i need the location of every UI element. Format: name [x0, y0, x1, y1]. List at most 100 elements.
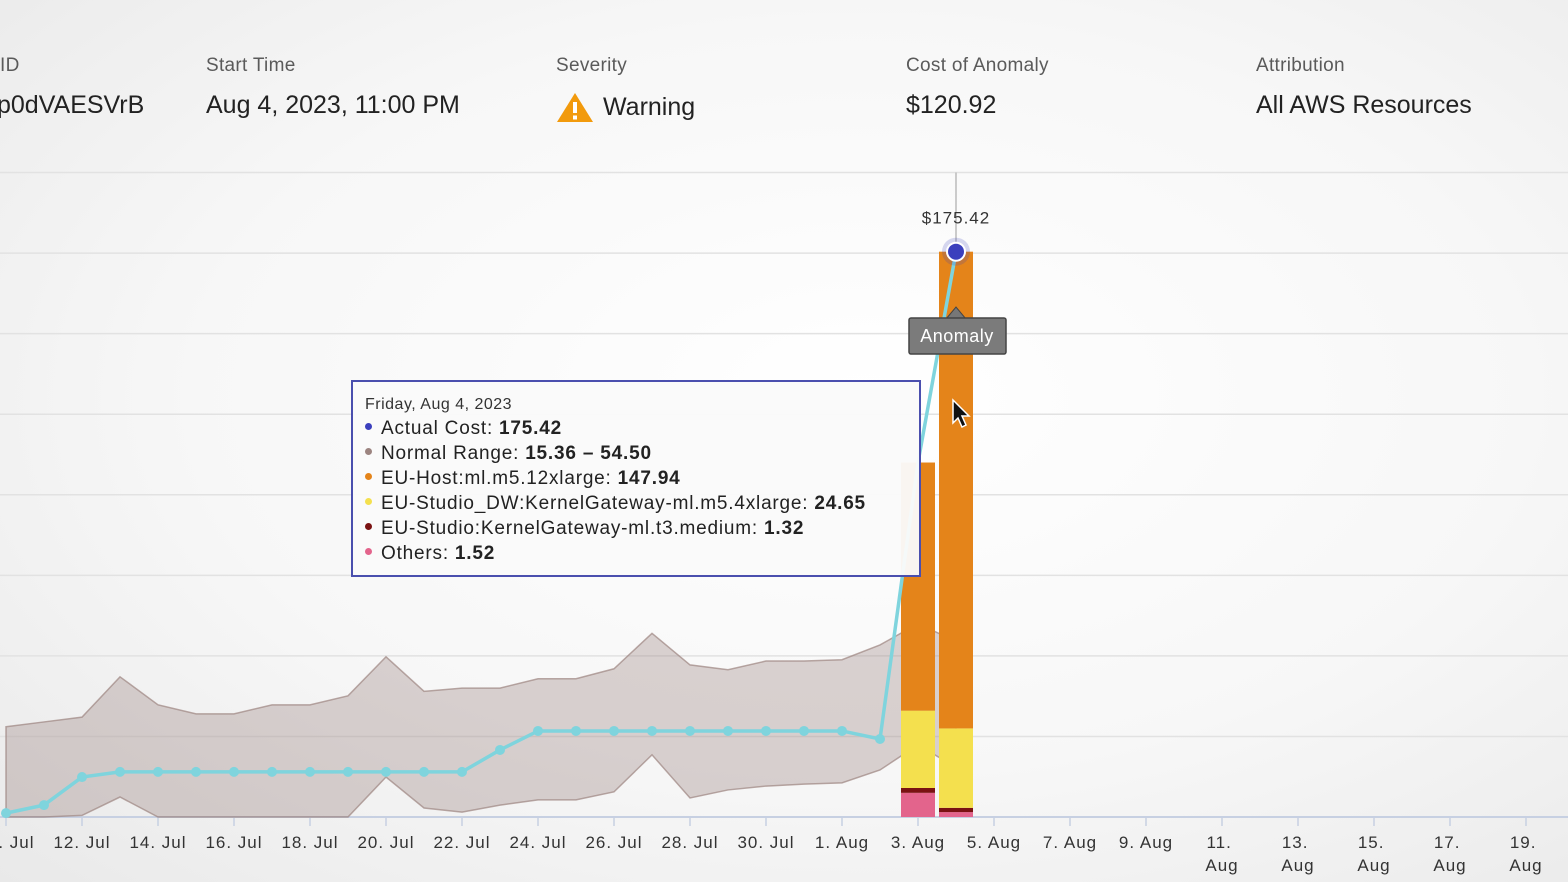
line-point — [381, 766, 391, 777]
tooltip-bullet — [365, 548, 372, 556]
line-point — [609, 725, 619, 736]
value-label: $175.42 — [922, 209, 990, 228]
field-value: All AWS Resources — [1256, 91, 1472, 119]
x-tick-label: 16. Jul — [205, 833, 262, 852]
header-field: Cost of Anomaly $120.92 — [906, 55, 1049, 120]
tooltip-row: EU-Host:ml.m5.12xlarge: 147.94 — [365, 468, 681, 490]
header-field: Start Time Aug 4, 2023, 11:00 PM — [206, 55, 460, 120]
tooltip-value: 24.65 — [814, 493, 866, 514]
tooltip-value: 1.52 — [454, 543, 496, 564]
field-value: Warning — [556, 91, 695, 123]
line-point — [647, 725, 657, 736]
tooltip-row: EU-Studio_DW:KernelGateway-ml.m5.4xlarge… — [365, 493, 866, 515]
line-point — [533, 725, 543, 736]
line-point — [343, 766, 353, 777]
line-point — [153, 766, 163, 777]
label-line: Aug — [1509, 856, 1542, 875]
tooltip-label: Actual Cost: — [381, 418, 494, 439]
line-point — [723, 725, 733, 736]
label-line: Aug — [1357, 856, 1390, 875]
field-value: p0dVAESVrB — [0, 91, 145, 119]
label-line: Aug — [1281, 856, 1314, 875]
x-tick-label: 20. Jul — [357, 833, 414, 852]
line-point — [837, 725, 847, 736]
x-tick-label: 15. Aug — [1357, 833, 1390, 875]
x-tick-label: 24. Jul — [509, 833, 566, 852]
line-point — [305, 766, 315, 777]
line-point — [1, 808, 11, 819]
tooltip-value: 175.42 — [499, 418, 562, 439]
stacked-bar-segment — [939, 728, 973, 808]
tooltip-bullet — [365, 523, 372, 531]
annotation-box — [908, 317, 1007, 355]
field-value: Aug 4, 2023, 11:00 PM — [206, 91, 460, 119]
label-line: 15. — [1358, 833, 1390, 852]
label-line: 13. — [1282, 833, 1314, 852]
line-point — [267, 766, 277, 777]
tooltip-bullet — [365, 473, 372, 481]
tooltip-value: 1.32 — [764, 518, 805, 539]
tooltip-title: Friday, Aug 4, 2023 — [365, 396, 513, 413]
tooltip-value: 15.36 – 54.50 — [525, 443, 652, 464]
x-tick-label: 11. Aug — [1205, 833, 1238, 875]
tooltip-bullet — [365, 448, 372, 456]
stacked-bar-segment — [901, 792, 935, 817]
x-tick-label: 9. Aug — [1119, 833, 1173, 852]
x-tick-label: 12. Jul — [53, 833, 110, 852]
tooltip-row: Normal Range: 15.36 – 54.50 — [365, 443, 652, 465]
line-point — [571, 725, 581, 736]
label-line: 11. — [1206, 833, 1237, 852]
tooltip-label: EU-Studio:KernelGateway-ml.t3.medium: — [381, 518, 759, 539]
tooltip-label: EU-Studio_DW:KernelGateway-ml.m5.4xlarge… — [381, 493, 809, 514]
actual-cost-line — [5, 251, 958, 815]
stacked-bar-segment — [901, 710, 935, 788]
line-point — [495, 744, 505, 755]
line-point — [191, 766, 201, 777]
line-point — [39, 800, 49, 811]
x-tick-label: 18. Jul — [281, 833, 338, 852]
warning-icon — [557, 93, 593, 122]
tooltip-row: Actual Cost: 175.42 — [365, 418, 562, 440]
stacked-bar-segment — [939, 812, 973, 817]
tooltip-value: 147.94 — [617, 468, 681, 489]
x-tick-label: 22. Jul — [433, 833, 490, 852]
stacked-bar-segment — [939, 807, 973, 813]
x-tick-label: 19. Aug — [1509, 833, 1542, 875]
x-tick-label: 7. Aug — [1043, 833, 1097, 852]
highlighted-point — [946, 241, 966, 262]
field-label: Attribution — [1256, 55, 1345, 76]
x-tick-label: 30. Jul — [737, 833, 794, 852]
tooltip-label: EU-Host:ml.m5.12xlarge: — [381, 468, 612, 489]
line-point — [115, 766, 125, 777]
x-tick-label: 26. Jul — [585, 833, 642, 852]
label-line: Aug — [1433, 856, 1466, 875]
field-label: Severity — [556, 55, 628, 76]
x-tick-label: 17. Aug — [1433, 833, 1466, 875]
tooltip-label: Others: — [381, 543, 449, 564]
line-point — [419, 766, 429, 777]
tooltip-label: Normal Range: — [381, 443, 520, 464]
line-point — [799, 725, 809, 736]
x-tick-label: 14. Jul — [129, 833, 186, 852]
line-point — [875, 734, 885, 745]
label-line: 19. — [1510, 833, 1542, 852]
tooltip-row: EU-Studio:KernelGateway-ml.t3.medium: 1.3… — [365, 518, 804, 540]
field-label: Start Time — [206, 55, 296, 76]
normal-range-band — [5, 622, 957, 818]
x-tick-label: 13. Aug — [1281, 833, 1314, 875]
tooltip-bullet — [365, 498, 372, 506]
header-field: ID p0dVAESVrB — [0, 55, 144, 120]
line-point — [685, 725, 695, 736]
x-tick-label: 3. Aug — [891, 833, 945, 852]
tooltip-row: Others: 1.52 — [365, 543, 495, 565]
x-tick-label: 10. Jul — [0, 833, 35, 852]
header-field: Severity Warning — [556, 55, 695, 123]
field-label: Cost of Anomaly — [906, 55, 1049, 76]
line-point — [761, 725, 771, 736]
label-line: 17. — [1434, 833, 1466, 852]
line-point — [229, 766, 239, 777]
stacked-bar-segment — [901, 787, 935, 793]
label-line: Aug — [1205, 856, 1238, 875]
line-point — [77, 772, 87, 783]
